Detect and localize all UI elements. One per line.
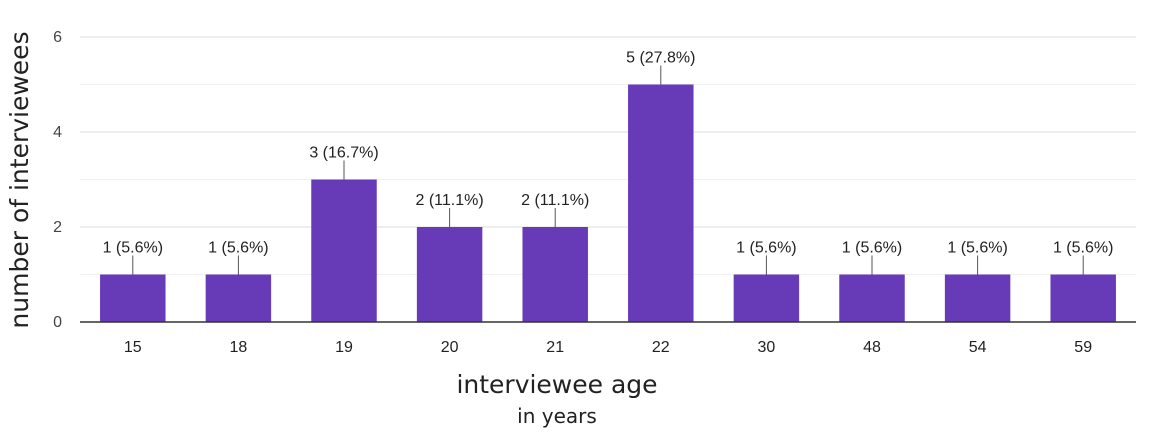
x-tick-label: 18 xyxy=(230,339,248,356)
x-axis-label: interviewee age xyxy=(456,370,657,399)
bar-54 xyxy=(944,274,1011,322)
x-tick-label: 21 xyxy=(546,339,564,356)
x-tick-label: 59 xyxy=(1074,339,1092,356)
data-label: 1 (5.6%) xyxy=(1053,240,1113,257)
bar-21 xyxy=(522,227,588,322)
y-tick-label: 4 xyxy=(53,124,62,141)
data-label: 1 (5.6%) xyxy=(208,240,268,257)
x-tick-label: 48 xyxy=(863,339,881,356)
bars xyxy=(100,84,1116,322)
data-label: 2 (11.1%) xyxy=(521,192,589,209)
x-tick-label: 19 xyxy=(335,339,353,356)
bar-30 xyxy=(733,274,800,322)
bar-19 xyxy=(311,179,377,322)
y-tick-label: 6 xyxy=(53,29,62,46)
data-label: 2 (11.1%) xyxy=(416,192,484,209)
x-tick-label: 54 xyxy=(969,339,987,356)
bar-22 xyxy=(628,84,694,322)
data-labels: 1 (5.6%) 1 (5.6%) 3 (16.7%) 2 (11.1%) 2 (11.… xyxy=(103,50,1113,275)
data-label: 1 (5.6%) xyxy=(947,240,1007,257)
x-tick-label: 20 xyxy=(441,339,459,356)
bar-20 xyxy=(416,227,483,322)
bar-18 xyxy=(205,274,272,322)
data-label: 1 (5.6%) xyxy=(736,240,796,257)
data-label: 5 (27.8%) xyxy=(626,50,695,67)
y-axis-label: number of interviewees xyxy=(5,31,34,328)
bar-59 xyxy=(1050,274,1116,322)
y-axis-ticks: 0 2 4 6 xyxy=(53,29,62,331)
bar-48 xyxy=(839,274,905,322)
x-tick-label: 22 xyxy=(652,339,670,356)
x-tick-label: 30 xyxy=(758,339,776,356)
data-label: 1 (5.6%) xyxy=(842,240,902,257)
y-tick-label: 2 xyxy=(53,219,62,236)
data-label: 1 (5.6%) xyxy=(103,240,163,257)
x-axis-sublabel: in years xyxy=(517,404,597,428)
x-tick-label: 15 xyxy=(124,339,142,356)
data-label: 3 (16.7%) xyxy=(309,145,378,162)
x-axis-ticks: 15 18 19 20 21 22 30 48 54 59 xyxy=(124,339,1092,356)
y-tick-label: 0 xyxy=(53,314,62,331)
bar-15 xyxy=(100,274,166,322)
